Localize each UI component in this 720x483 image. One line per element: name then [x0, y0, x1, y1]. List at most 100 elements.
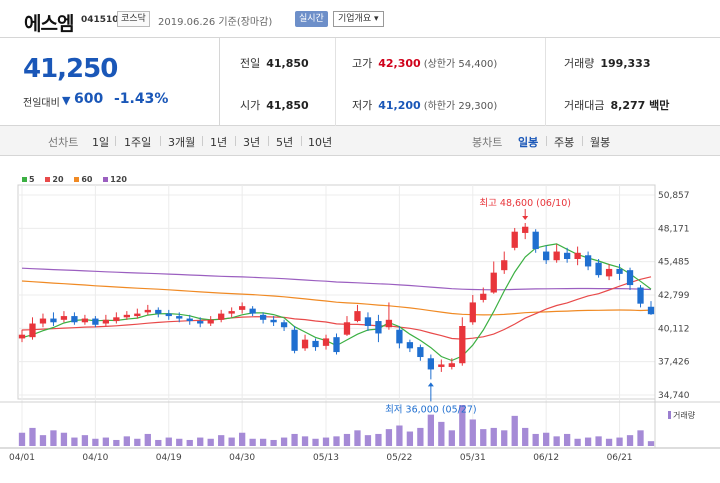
tab-1week[interactable]: 1주일	[124, 136, 152, 149]
open-label: 시가	[240, 99, 261, 112]
candle-body	[270, 319, 277, 323]
prev-close-stat: 전일 41,850	[240, 55, 309, 71]
candle-body	[427, 358, 434, 370]
volume-bar	[207, 438, 214, 446]
divider	[545, 38, 546, 126]
candle-body	[385, 319, 393, 328]
tab-daily[interactable]: 일봉	[518, 136, 539, 149]
tab-3months[interactable]: 3개월	[168, 136, 196, 149]
tab-1year[interactable]: 1년	[210, 136, 228, 149]
volume-bar	[406, 431, 414, 446]
candle-body	[18, 334, 26, 339]
ma20-line	[21, 276, 652, 340]
volume-bar	[123, 436, 130, 446]
volume-bar	[134, 438, 141, 446]
volume-bar	[259, 438, 267, 446]
low-annotation: 최저 36,000 (05/27)	[385, 404, 477, 415]
y-tick-label: 40,112	[658, 324, 690, 334]
legend-ma120: 120	[103, 175, 127, 184]
volume-bar	[186, 439, 193, 446]
upper-limit: (상한가 54,400)	[423, 59, 498, 70]
y-tick-label: 50,857	[658, 191, 690, 201]
candle-body	[511, 231, 518, 248]
tab-3years[interactable]: 3년	[243, 136, 261, 149]
candle-body	[438, 364, 445, 367]
volume-bar	[343, 433, 351, 446]
x-tick-label: 04/30	[229, 453, 255, 463]
tab-monthly[interactable]: 월봉	[590, 136, 611, 149]
volume-bar	[60, 432, 68, 446]
open-value: 41,850	[266, 99, 309, 112]
tab-10years[interactable]: 10년	[308, 136, 333, 149]
candle-body	[81, 318, 89, 323]
candle-body	[280, 322, 288, 328]
candle-body	[312, 340, 319, 348]
candle-body	[522, 226, 529, 233]
tab-1day[interactable]: 1일	[92, 136, 110, 149]
candle-body	[490, 272, 497, 293]
x-tick-label: 05/13	[313, 453, 339, 463]
company-info-dropdown[interactable]: 기업개요 ▾	[333, 11, 384, 27]
stock-name: 에스엠	[24, 13, 74, 35]
tab-weekly[interactable]: 주봉	[554, 136, 575, 149]
stock-header: 에스엠 041510 코스닥 2019.06.26 기준(장마감) 실시간 기업…	[0, 0, 720, 38]
candle-body	[249, 308, 256, 314]
candle-chart-label: 봉차트	[472, 136, 503, 149]
y-tick-label: 45,485	[658, 258, 690, 268]
candle-body	[239, 306, 246, 310]
volume-legend: 거래량	[668, 410, 695, 421]
volume-bar	[155, 439, 162, 446]
volume-bar	[228, 437, 235, 446]
change-rate: -1.43%	[114, 91, 169, 107]
tab-5years[interactable]: 5년	[276, 136, 294, 149]
volume-bar	[543, 432, 550, 446]
volume-label: 거래량	[564, 57, 595, 70]
volume-bar	[81, 435, 89, 446]
price-summary: 41,250 전일대비 ▼ 600 -1.43% 전일 41,850 시가 41,8…	[0, 38, 720, 126]
candle-body	[532, 231, 539, 250]
x-tick-label: 05/22	[386, 453, 412, 463]
volume-bar	[218, 435, 225, 446]
candle-body	[354, 311, 361, 322]
volume-stat: 거래량 199,333	[564, 55, 650, 71]
candlestick-chart[interactable]: 50,857 48,171 45,485 42,799 40,112 37,426 34,7…	[0, 180, 720, 483]
candle-body	[176, 316, 183, 319]
high-value: 42,300	[378, 57, 421, 70]
separator	[546, 136, 547, 146]
volume-bar	[354, 430, 361, 446]
open-stat: 시가 41,850	[240, 97, 309, 113]
candle-body	[165, 313, 172, 317]
volume-bar	[637, 430, 644, 446]
volume-bar	[584, 437, 592, 446]
volume-bar	[333, 436, 340, 446]
volume-bar	[165, 437, 172, 446]
volume-bar	[249, 438, 256, 446]
candle-body	[301, 339, 309, 349]
separator	[202, 136, 203, 146]
separator	[235, 136, 236, 146]
candle-body	[123, 314, 130, 318]
candle-body	[343, 322, 351, 335]
candle-body	[375, 321, 382, 334]
high-label: 고가	[352, 57, 373, 70]
stock-code: 041510	[81, 15, 119, 25]
x-tick-label: 04/01	[9, 453, 35, 463]
candle-body	[102, 319, 110, 324]
realtime-button[interactable]: 실시간	[295, 11, 328, 27]
volume-bar	[647, 441, 655, 446]
candle-body	[218, 313, 225, 320]
candle-body	[584, 255, 592, 267]
change-value: 600	[74, 91, 104, 107]
volume-bar	[511, 415, 518, 446]
change-label: 전일대비	[23, 98, 60, 109]
separator	[268, 136, 269, 146]
divider	[335, 38, 336, 126]
separator	[582, 136, 583, 146]
candle-body	[29, 323, 36, 338]
volume-bar	[301, 436, 309, 446]
candle-body	[92, 318, 99, 325]
candle-body	[186, 318, 193, 322]
volume-bar	[144, 433, 151, 446]
volume-bar	[291, 433, 298, 446]
candle-body	[197, 321, 204, 324]
